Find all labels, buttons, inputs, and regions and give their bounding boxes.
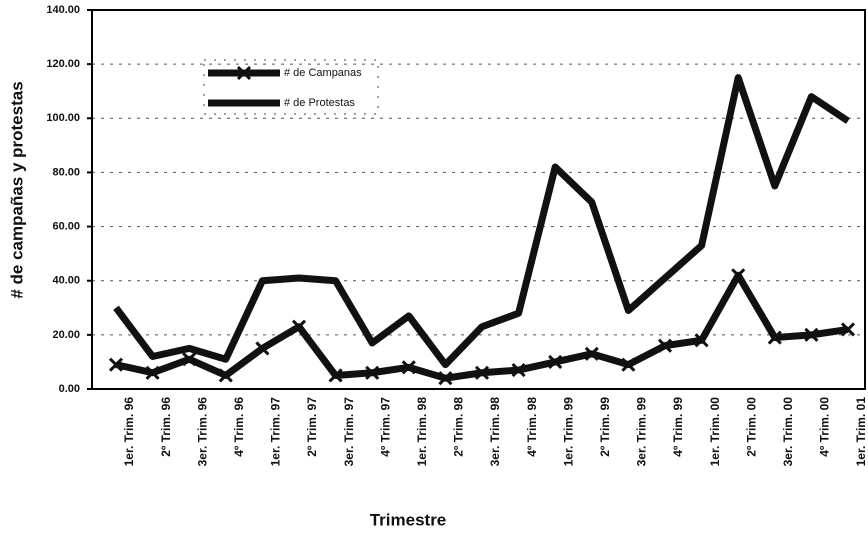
x-tick-label: 2º Trim. 00: [744, 397, 758, 457]
x-tick-label: 1er. Trim. 97: [269, 397, 283, 467]
x-tick-label: 1er. Trim. 96: [122, 397, 136, 467]
x-tick-label: 3er. Trim. 98: [488, 397, 502, 467]
x-tick-label: 3er. Trim. 96: [195, 397, 209, 467]
y-tick-label: 60.00: [52, 220, 80, 232]
x-tick-label: 4º Trim. 00: [818, 397, 832, 457]
x-tick-label: 3er. Trim. 00: [781, 397, 795, 467]
x-tick-label: 1er. Trim. 01: [854, 397, 868, 467]
x-axis-label: Trimestre: [370, 510, 447, 529]
y-tick-label: 0.00: [59, 383, 80, 395]
x-tick-label: 4º Trim. 98: [525, 397, 539, 457]
y-axis-label: # de campañas y protestas: [7, 81, 26, 298]
x-tick-label: 4º Trim. 97: [378, 397, 392, 457]
y-tick-label: 80.00: [52, 166, 80, 178]
x-tick-label: 3er. Trim. 97: [342, 397, 356, 467]
chart: # de campañas y protestas Trimestre 0.00…: [0, 0, 868, 534]
y-tick-label: 120.00: [46, 58, 80, 70]
x-tick-label: 4º Trim. 99: [671, 397, 685, 457]
x-tick-label: 2º Trim. 96: [159, 397, 173, 457]
legend-label: # de Campanas: [284, 67, 362, 79]
x-tick-label: 1er. Trim. 00: [708, 397, 722, 467]
x-tick-label: 4º Trim. 96: [232, 397, 246, 457]
page: {"chart_data": {"type": "line", "y_label…: [0, 0, 868, 534]
y-tick-label: 20.00: [52, 329, 80, 341]
x-tick-label: 2º Trim. 98: [452, 397, 466, 457]
series-line: [116, 78, 848, 365]
legend-label: # de Protestas: [284, 97, 355, 109]
x-tick-label: 1er. Trim. 98: [415, 397, 429, 467]
x-tick-label: 3er. Trim. 99: [635, 397, 649, 467]
x-tick-label: 1er. Trim. 99: [561, 397, 575, 467]
x-tick-label: 2º Trim. 99: [598, 397, 612, 457]
y-tick-label: 40.00: [52, 275, 80, 287]
y-tick-label: 140.00: [46, 4, 80, 16]
x-tick-label: 2º Trim. 97: [305, 397, 319, 457]
y-tick-label: 100.00: [46, 112, 80, 124]
